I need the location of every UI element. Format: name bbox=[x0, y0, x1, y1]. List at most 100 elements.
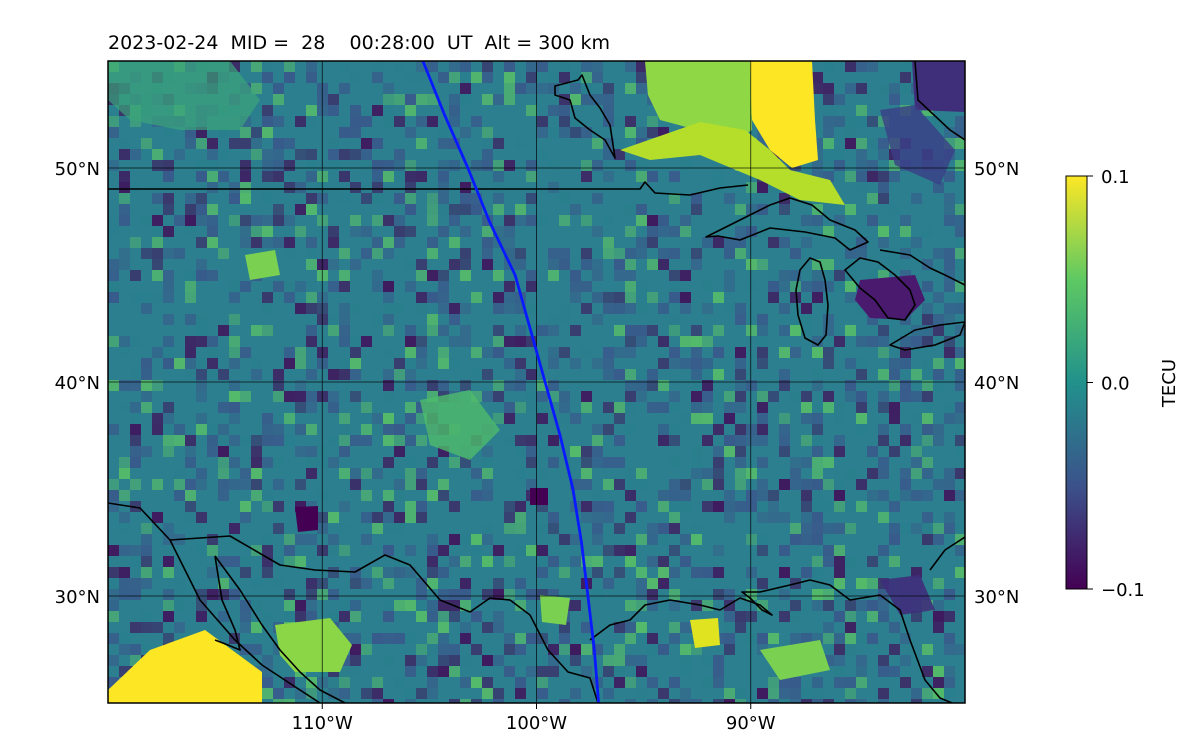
tec-cell bbox=[471, 347, 482, 358]
tec-cell bbox=[537, 688, 548, 699]
tec-cell bbox=[647, 644, 658, 655]
tec-cell bbox=[482, 237, 493, 248]
tec-cell bbox=[251, 149, 262, 160]
tec-cell bbox=[933, 688, 944, 699]
tec-cell bbox=[713, 182, 724, 193]
tec-cell bbox=[141, 127, 152, 138]
tec-cell bbox=[603, 358, 614, 369]
tec-cell bbox=[306, 325, 317, 336]
tec-cell bbox=[207, 347, 218, 358]
tec-cell bbox=[372, 160, 383, 171]
baja-california bbox=[169, 539, 321, 703]
tec-cell bbox=[812, 83, 823, 94]
tec-cell bbox=[416, 501, 427, 512]
tec-cell bbox=[196, 336, 207, 347]
tec-cell bbox=[845, 534, 856, 545]
tec-cell bbox=[493, 325, 504, 336]
tec-cell bbox=[163, 358, 174, 369]
tec-cell bbox=[449, 72, 460, 83]
tec-cell bbox=[240, 281, 251, 292]
tec-cell bbox=[251, 644, 262, 655]
tec-cell bbox=[636, 105, 647, 116]
tec-cell bbox=[163, 160, 174, 171]
tec-cell bbox=[504, 358, 515, 369]
tec-cell bbox=[856, 358, 867, 369]
tec-cell bbox=[581, 259, 592, 270]
tec-cell bbox=[196, 127, 207, 138]
tec-cell bbox=[394, 116, 405, 127]
tec-cell bbox=[493, 380, 504, 391]
tec-cell bbox=[779, 193, 790, 204]
tec-cell bbox=[570, 325, 581, 336]
tec-cell bbox=[614, 116, 625, 127]
tec-cell bbox=[779, 446, 790, 457]
tec-cell bbox=[229, 523, 240, 534]
tec-cell bbox=[592, 72, 603, 83]
tec-cell bbox=[625, 600, 636, 611]
tec-cell bbox=[768, 666, 779, 677]
tec-cell bbox=[229, 512, 240, 523]
tec-cell bbox=[812, 457, 823, 468]
tec-cell bbox=[240, 182, 251, 193]
tec-cell bbox=[526, 633, 537, 644]
tec-cell bbox=[405, 380, 416, 391]
tec-cell bbox=[680, 644, 691, 655]
tec-cell bbox=[746, 380, 757, 391]
tec-cell bbox=[504, 237, 515, 248]
tec-cell bbox=[944, 138, 955, 149]
tec-cell bbox=[119, 600, 130, 611]
tec-cell bbox=[911, 369, 922, 380]
tec-cell bbox=[625, 369, 636, 380]
tec-cell bbox=[746, 182, 757, 193]
tec-cell bbox=[251, 61, 262, 72]
tec-cell bbox=[262, 567, 273, 578]
tec-cell bbox=[416, 347, 427, 358]
tec-cell bbox=[416, 699, 427, 703]
tec-cell bbox=[416, 512, 427, 523]
tec-cell bbox=[548, 666, 559, 677]
tec-cell bbox=[449, 259, 460, 270]
tec-cell bbox=[658, 435, 669, 446]
tec-cell bbox=[328, 567, 339, 578]
tec-cell bbox=[900, 259, 911, 270]
tec-cell bbox=[955, 138, 965, 149]
tec-cell bbox=[130, 413, 141, 424]
tec-cell bbox=[669, 314, 680, 325]
tec-cell bbox=[394, 149, 405, 160]
tec-cell bbox=[724, 600, 735, 611]
tec-cell bbox=[306, 600, 317, 611]
tec-cell bbox=[570, 94, 581, 105]
tec-cell bbox=[405, 655, 416, 666]
tec-cell bbox=[581, 160, 592, 171]
tec-cell bbox=[724, 270, 735, 281]
tec-cell bbox=[713, 501, 724, 512]
tec-cell bbox=[339, 61, 350, 72]
tec-cell bbox=[218, 435, 229, 446]
tec-cell bbox=[339, 127, 350, 138]
tec-cell bbox=[911, 248, 922, 259]
tec-cell bbox=[460, 303, 471, 314]
tec-cell bbox=[493, 655, 504, 666]
tec-cell bbox=[812, 369, 823, 380]
tec-cell bbox=[955, 435, 965, 446]
tec-cell bbox=[416, 61, 427, 72]
tec-cell bbox=[405, 358, 416, 369]
tec-cell bbox=[680, 655, 691, 666]
tec-cell bbox=[240, 600, 251, 611]
tec-cell bbox=[449, 314, 460, 325]
tec-cell bbox=[647, 534, 658, 545]
tec-cell bbox=[548, 644, 559, 655]
tec-cell bbox=[834, 336, 845, 347]
tec-cell bbox=[383, 380, 394, 391]
tec-cell bbox=[933, 622, 944, 633]
tec-cell bbox=[119, 149, 130, 160]
tec-cell bbox=[328, 94, 339, 105]
tec-cell bbox=[559, 72, 570, 83]
tec-cell bbox=[636, 391, 647, 402]
tec-cell bbox=[746, 611, 757, 622]
lake-huron bbox=[844, 257, 916, 321]
tec-cell bbox=[152, 633, 163, 644]
tec-cell bbox=[691, 699, 702, 703]
tec-cell bbox=[185, 314, 196, 325]
tec-cell bbox=[823, 61, 834, 72]
